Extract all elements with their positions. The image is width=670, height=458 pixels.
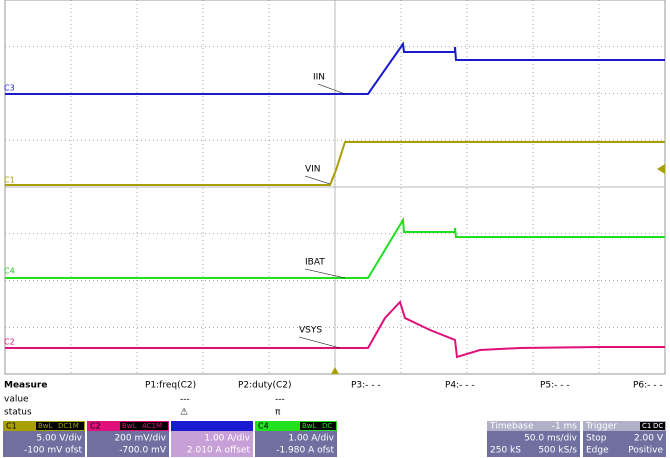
timebase-scale: 50.0 ms/div — [524, 434, 578, 444]
measure-value: --- — [275, 395, 285, 405]
channel-name: C4 — [258, 422, 269, 431]
trigger-slope: Positive — [628, 446, 663, 456]
status-icon: ⚠ — [180, 408, 188, 418]
badge — [640, 422, 665, 430]
channel-name: C1 — [6, 422, 17, 431]
measure-param: P5:- - - — [540, 381, 570, 391]
offset: -700.0 mV — [119, 446, 167, 456]
measure-param: P1:freq(C2) — [145, 381, 196, 391]
leader — [304, 175, 331, 185]
channel-marker: C2 — [4, 338, 15, 347]
offset: 2.010 A offset — [187, 446, 251, 456]
measure-value: --- — [180, 395, 190, 405]
timebase-samples: 250 kS — [490, 446, 521, 456]
channel-body[interactable] — [3, 431, 85, 457]
measure-param: P3:- - - — [351, 381, 381, 391]
offset: -100 mV ofst — [24, 446, 82, 456]
coupling: DC — [322, 422, 332, 430]
channel-marker: C3 — [4, 84, 15, 93]
trigger-title: Trigger — [585, 422, 617, 432]
timebase-body[interactable] — [487, 431, 580, 457]
trace-ibat — [5, 216, 665, 279]
measure-title: Measure — [4, 381, 47, 391]
scale: 1.00 A/div — [288, 434, 334, 444]
channel-body[interactable] — [87, 431, 169, 457]
badge — [120, 422, 168, 430]
trace-label: VIN — [305, 165, 321, 175]
channel-marker: C4 — [4, 267, 15, 276]
leader — [298, 336, 341, 349]
trigger-level-marker — [657, 164, 665, 174]
trigger-header[interactable] — [583, 421, 666, 431]
measure-param: P6:- - - — [633, 381, 663, 391]
scale: 1.00 A/div — [204, 434, 250, 444]
measure-row: value — [4, 395, 29, 405]
measure-row: status — [4, 408, 32, 418]
trace-label: IIN — [313, 73, 325, 83]
trace-label: VSYS — [299, 326, 322, 336]
timebase-title: Timebase — [489, 422, 534, 432]
timebase-rate: 500 kS/s — [538, 446, 577, 456]
leader — [317, 83, 346, 95]
trigger-body[interactable] — [583, 431, 666, 457]
offset: -1.980 A ofst — [276, 446, 334, 456]
trigger-time-marker — [331, 367, 339, 374]
bw: BwL — [38, 422, 53, 430]
channel-body[interactable] — [171, 431, 253, 457]
coupling: DC1M — [58, 422, 79, 430]
trace-vsys — [5, 300, 665, 359]
trace-label: IBAT — [305, 258, 325, 268]
trigger-level: 2.00 V — [634, 434, 664, 444]
channel-marker: C1 — [4, 176, 15, 185]
measure-param: P2:duty(C2) — [238, 381, 292, 391]
trigger-type: Edge — [586, 446, 609, 456]
badge — [36, 422, 84, 430]
badge — [300, 422, 336, 430]
timebase-delay: -1 ms — [552, 422, 578, 432]
timebase-header[interactable] — [487, 421, 580, 431]
channel-header[interactable] — [255, 421, 337, 431]
trigger-coupling: DC — [653, 422, 663, 430]
channel-header[interactable] — [171, 421, 253, 431]
trigger-source: C1 — [642, 422, 651, 430]
channel-body[interactable] — [255, 431, 337, 457]
coupling: AC1M — [142, 422, 162, 430]
scale: 200 mV/div — [114, 434, 166, 444]
measure-param: P4:- - - — [445, 381, 475, 391]
trace-iin — [5, 41, 665, 95]
trigger-mode: Stop — [586, 434, 607, 444]
channel-name: C2 — [90, 422, 101, 431]
scale: 5.00 V/div — [36, 434, 82, 444]
bw: BwL — [122, 422, 137, 430]
status-icon: π — [275, 408, 281, 418]
bw: BwL — [302, 422, 317, 430]
leader — [304, 268, 346, 279]
trace-vin — [5, 141, 665, 186]
